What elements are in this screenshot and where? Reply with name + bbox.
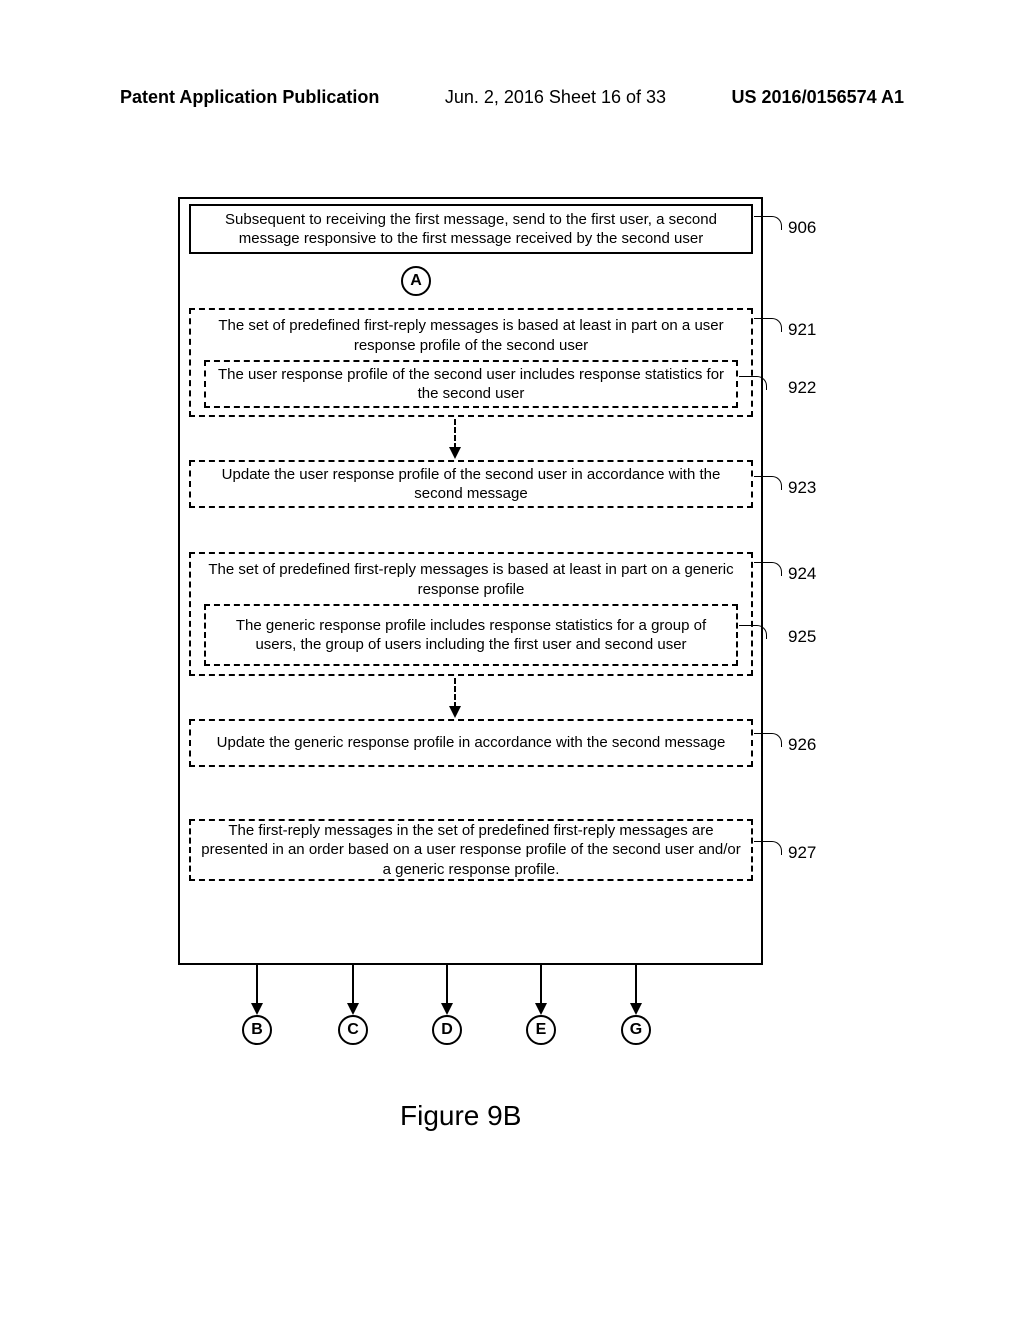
connector-e: E <box>526 1015 556 1045</box>
step-906: Subsequent to receiving the first messag… <box>189 204 753 254</box>
arrow-head-d <box>441 1003 453 1015</box>
ref-926: 926 <box>788 735 816 755</box>
ref-906: 906 <box>788 218 816 238</box>
arrow-head-g <box>630 1003 642 1015</box>
step-925: The generic response profile includes re… <box>204 604 738 666</box>
step-922: The user response profile of the second … <box>204 360 738 408</box>
leader-923 <box>754 476 782 490</box>
connector-b-label: B <box>251 1021 263 1039</box>
arrow-head-924-926 <box>449 706 461 718</box>
ref-925: 925 <box>788 627 816 647</box>
ref-922: 922 <box>788 378 816 398</box>
arrow-head-e <box>535 1003 547 1015</box>
step-923-text: Update the user response profile of the … <box>201 465 741 504</box>
step-906-text: Subsequent to receiving the first messag… <box>201 210 741 249</box>
leader-906 <box>754 216 782 230</box>
ref-924: 924 <box>788 564 816 584</box>
leader-922 <box>739 376 767 390</box>
leader-925 <box>739 625 767 639</box>
ref-921: 921 <box>788 320 816 340</box>
header-center: Jun. 2, 2016 Sheet 16 of 33 <box>445 87 666 108</box>
arrow-head-b <box>251 1003 263 1015</box>
step-927-text: The first-reply messages in the set of p… <box>201 821 741 880</box>
arrow-c <box>352 965 354 1005</box>
header-right: US 2016/0156574 A1 <box>732 87 904 108</box>
connector-e-label: E <box>536 1021 547 1039</box>
connector-c: C <box>338 1015 368 1045</box>
arrow-head-c <box>347 1003 359 1015</box>
step-922-text: The user response profile of the second … <box>216 365 726 404</box>
arrow-924-926 <box>454 678 456 708</box>
arrow-921-923 <box>454 419 456 449</box>
arrow-d <box>446 965 448 1005</box>
step-921-text: The set of predefined first-reply messag… <box>201 316 741 355</box>
leader-926 <box>754 733 782 747</box>
arrow-b <box>256 965 258 1005</box>
arrow-head-921-923 <box>449 447 461 459</box>
step-925-text: The generic response profile includes re… <box>216 616 726 655</box>
connector-b: B <box>242 1015 272 1045</box>
figure-title: Figure 9B <box>400 1100 521 1132</box>
ref-927: 927 <box>788 843 816 863</box>
connector-d: D <box>432 1015 462 1045</box>
connector-a: A <box>401 266 431 296</box>
connector-g-label: G <box>630 1021 642 1039</box>
page-header: Patent Application Publication Jun. 2, 2… <box>0 87 1024 108</box>
leader-924 <box>754 562 782 576</box>
leader-921 <box>754 318 782 332</box>
step-923: Update the user response profile of the … <box>189 460 753 508</box>
connector-c-label: C <box>347 1021 359 1039</box>
step-924-text: The set of predefined first-reply messag… <box>201 560 741 599</box>
arrow-e <box>540 965 542 1005</box>
step-927: The first-reply messages in the set of p… <box>189 819 753 881</box>
leader-927 <box>754 841 782 855</box>
ref-923: 923 <box>788 478 816 498</box>
connector-g: G <box>621 1015 651 1045</box>
step-926: Update the generic response profile in a… <box>189 719 753 767</box>
header-left: Patent Application Publication <box>120 87 379 108</box>
connector-a-label: A <box>410 272 422 290</box>
arrow-g <box>635 965 637 1005</box>
step-926-text: Update the generic response profile in a… <box>217 733 726 753</box>
connector-d-label: D <box>441 1021 453 1039</box>
